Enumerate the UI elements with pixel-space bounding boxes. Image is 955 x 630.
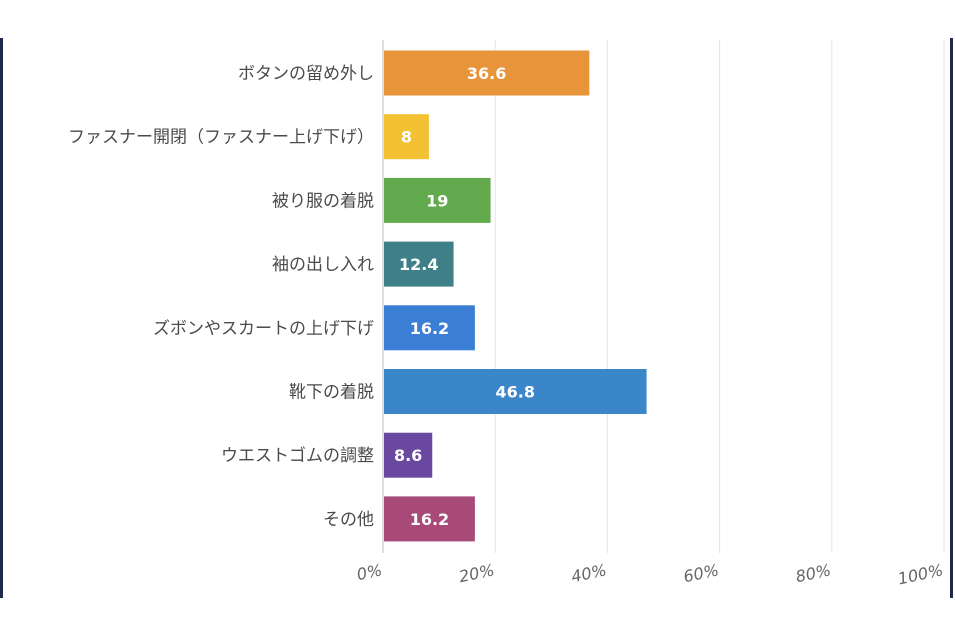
bar [384, 432, 433, 478]
bar [384, 114, 429, 160]
category-label: ウエストゴムの調整 [221, 445, 374, 466]
bar-value-label: 8 [401, 128, 412, 147]
x-tick-label: 40% [569, 560, 608, 586]
bar-value-label: 36.6 [467, 64, 506, 83]
bar [384, 241, 454, 287]
bar [384, 50, 590, 96]
x-axis-ticks: 0% 20% 40% 60% 80% 100% [355, 560, 945, 588]
category-label: その他 [323, 510, 374, 530]
grid-lines [382, 40, 945, 553]
category-label: ファスナー開閉（ファスナー上げ下げ） [68, 128, 374, 148]
bar-value-label: 12.4 [399, 255, 438, 274]
x-tick-label: 80% [794, 560, 833, 586]
right-frame-edge [950, 38, 953, 598]
x-tick-label: 60% [682, 560, 721, 586]
bar-value-label: 46.8 [496, 383, 535, 402]
bar-value-label: 16.2 [410, 510, 449, 529]
x-tick-label: 100% [896, 560, 945, 588]
category-label: 被り服の着脱 [272, 191, 374, 211]
x-tick-label: 0% [355, 560, 384, 584]
left-frame-edge [0, 38, 3, 598]
bar [384, 369, 647, 414]
bar [384, 305, 475, 351]
category-label: 袖の出し入れ [272, 255, 374, 275]
bar-value-label: 16.2 [410, 319, 449, 338]
bars: 36.6 8 19 12.4 16.2 46.8 8.6 16.2 [384, 50, 647, 542]
category-label: ズボンやスカートの上げ下げ [153, 319, 374, 339]
category-label: 靴下の着脱 [289, 383, 374, 403]
bar [384, 177, 491, 223]
bar [384, 496, 475, 542]
bar-value-label: 19 [426, 191, 448, 210]
category-label: ボタンの留め外し [238, 64, 374, 84]
bar-value-label: 8.6 [394, 446, 422, 465]
x-tick-label: 20% [457, 560, 496, 586]
